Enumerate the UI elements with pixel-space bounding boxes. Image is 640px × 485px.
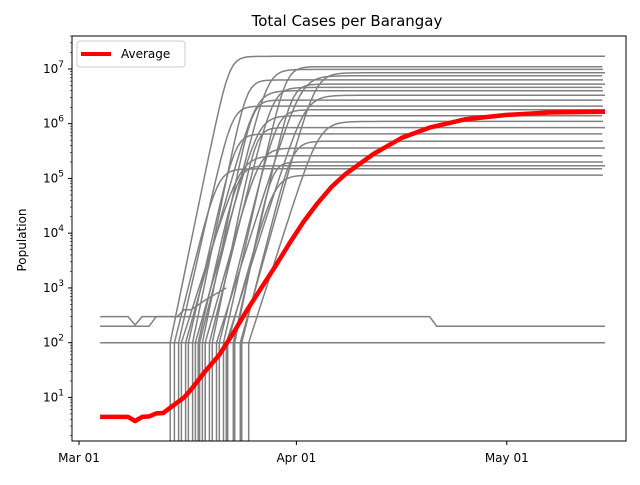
- barangay-series-line-1: [222, 65, 603, 441]
- barangay-series-line-21: [197, 165, 605, 441]
- barangay-series-line-19: [180, 154, 603, 441]
- chart-title: Total Cases per Barangay: [251, 12, 443, 30]
- barangay-series-line-22: [173, 168, 603, 441]
- y-tick-label: 106: [43, 115, 64, 131]
- y-tick-exponent: 2: [58, 334, 64, 344]
- flat-series-layer: [100, 287, 605, 344]
- legend: Average: [76, 40, 186, 68]
- legend-label-average: Average: [121, 47, 170, 61]
- y-tick-exponent: 1: [58, 388, 64, 398]
- y-tick-base: 10: [43, 226, 58, 240]
- legend-box: [76, 40, 186, 68]
- x-axis: Mar 01 Apr 01 May 01: [58, 441, 529, 465]
- y-tick-label: 107: [43, 60, 64, 76]
- barangay-series-line-9: [225, 94, 605, 441]
- barangay-series-line-11: [177, 105, 603, 441]
- flat-series-line-1: [100, 287, 227, 327]
- barangay-series-line-20: [233, 161, 603, 441]
- y-tick-base: 10: [43, 336, 58, 350]
- x-tick-label: Apr 01: [276, 451, 316, 465]
- barangay-series-line-0: [169, 55, 605, 441]
- y-tick-label: 102: [43, 334, 64, 350]
- barangay-series-line-4: [215, 75, 603, 441]
- barangay-series-line-23: [226, 174, 603, 441]
- barangay-series-line-3: [239, 72, 605, 441]
- y-tick-exponent: 6: [58, 115, 64, 125]
- y-tick-base: 10: [43, 117, 58, 131]
- barangay-series-line-16: [187, 133, 603, 441]
- y-tick-base: 10: [43, 62, 58, 76]
- x-tick-label: May 01: [485, 451, 529, 465]
- y-tick-base: 10: [43, 171, 58, 185]
- y-tick-label: 104: [43, 224, 64, 240]
- y-tick-exponent: 3: [58, 279, 64, 289]
- average-series-layer: [100, 109, 606, 424]
- barangay-series-line-7: [208, 86, 603, 441]
- barangay-series-line-13: [194, 114, 603, 441]
- flat-series-line-0: [100, 315, 605, 327]
- y-tick-label: 105: [43, 169, 64, 185]
- y-tick-base: 10: [43, 281, 58, 295]
- y-tick-label: 103: [43, 279, 64, 295]
- barangay-series-line-2: [198, 68, 603, 441]
- barangay-series-line-14: [247, 120, 603, 441]
- barangay-series-line-10: [201, 99, 603, 441]
- y-tick-label: 101: [43, 388, 64, 404]
- y-tick-exponent: 5: [58, 169, 64, 179]
- y-axis-label: Population: [15, 208, 29, 271]
- barangay-series-line-12: [218, 108, 605, 441]
- y-tick-base: 10: [43, 390, 58, 404]
- average-series-line: [100, 109, 606, 424]
- y-tick-exponent: 4: [58, 224, 64, 234]
- barangay-series-line-18: [204, 147, 605, 441]
- barangay-series-line-5: [191, 79, 603, 441]
- x-tick-label: Mar 01: [58, 451, 100, 465]
- y-tick-exponent: 7: [58, 60, 64, 70]
- barangay-series-line-15: [211, 126, 605, 441]
- barangay-series-layer: [169, 55, 605, 441]
